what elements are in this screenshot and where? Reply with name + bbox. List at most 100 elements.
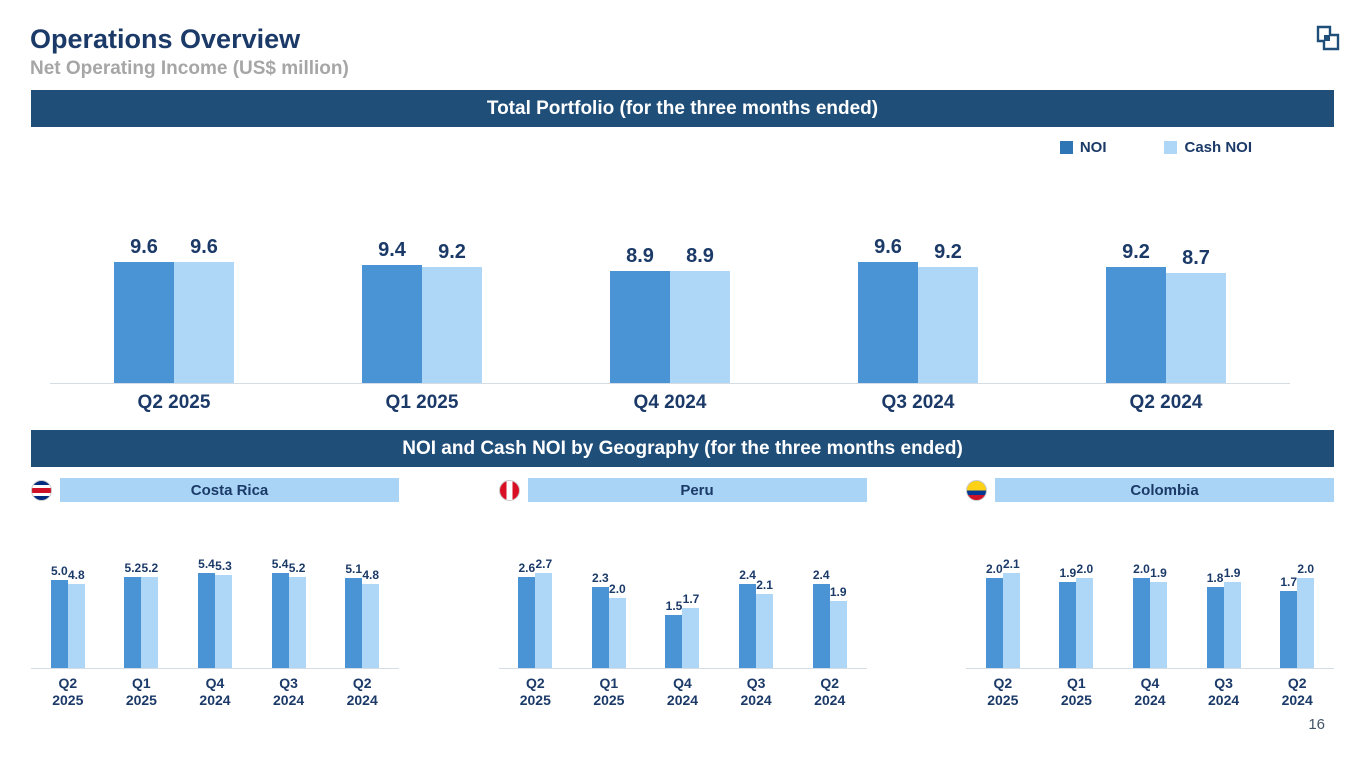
category-label: Q4 2024 bbox=[666, 675, 699, 709]
costa-rica-chart: 5.0 4.8 Q2 2025 5.2 5.2 Q1 2025 5.4 5.3 Q4 2024 5.4 5… bbox=[31, 538, 399, 714]
bar-value-label: 8.9 bbox=[626, 245, 654, 267]
bar-pair: 2.3 2.0 bbox=[591, 538, 626, 668]
cash-noi-bar-wrap: 1.9 bbox=[1223, 538, 1241, 668]
cash-noi-bar bbox=[535, 573, 553, 668]
cash-noi-bar bbox=[1076, 578, 1094, 668]
noi-bar-wrap: 2.0 bbox=[985, 538, 1003, 668]
cash-noi-bar-wrap: 1.9 bbox=[1149, 538, 1167, 668]
cash-noi-bar-wrap: 9.6 bbox=[174, 233, 234, 383]
cash-noi-bar bbox=[141, 577, 159, 668]
page-number: 16 bbox=[1308, 716, 1325, 733]
cash-noi-bar bbox=[362, 584, 380, 668]
bar-value-label: 5.4 bbox=[271, 557, 289, 571]
geo-section-peru: Peru 2.6 2.7 Q2 2025 2.3 2.0 Q1 2025 1.5 1.7 Q4 202… bbox=[498, 478, 867, 714]
geo-title-peru: Peru bbox=[527, 478, 867, 502]
bar-pair: 1.9 2.0 bbox=[1059, 538, 1094, 668]
noi-bar bbox=[985, 578, 1003, 668]
noi-bar bbox=[1206, 587, 1224, 668]
bar-group: 5.0 4.8 Q2 2025 bbox=[50, 538, 85, 714]
bar-value-label: 5.3 bbox=[215, 559, 232, 573]
category-label: Q2 2025 bbox=[987, 675, 1019, 709]
cash-noi-bar-wrap: 4.8 bbox=[67, 538, 85, 668]
bar-value-label: 9.4 bbox=[378, 239, 406, 261]
bar-group: 2.4 2.1 Q3 2024 bbox=[739, 538, 774, 714]
cash-noi-bar bbox=[608, 598, 626, 668]
category-label: Q2 2025 bbox=[52, 675, 84, 709]
cash-noi-bar-wrap: 8.7 bbox=[1166, 233, 1226, 383]
bar-value-label: 8.7 bbox=[1182, 247, 1210, 269]
geo-section-costa-rica: Costa Rica 5.0 4.8 Q2 2025 5.2 5.2 Q1 2025 5.4 5.… bbox=[31, 478, 399, 714]
bar-pair: 2.6 2.7 bbox=[518, 538, 553, 668]
noi-bar-wrap: 2.3 bbox=[591, 538, 609, 668]
bar-value-label: 5.2 bbox=[124, 561, 142, 575]
bar-value-label: 4.8 bbox=[67, 568, 85, 582]
category-label: Q3 2024 bbox=[273, 675, 305, 709]
geography-section: Costa Rica 5.0 4.8 Q2 2025 5.2 5.2 Q1 2025 5.4 5.… bbox=[31, 478, 1334, 714]
geo-title-costa-rica: Costa Rica bbox=[60, 478, 399, 502]
category-label: Q3 2024 bbox=[881, 392, 955, 413]
noi-bar bbox=[812, 584, 830, 668]
cash-noi-bar-wrap: 4.8 bbox=[362, 538, 380, 668]
bar-pair: 2.0 1.9 bbox=[1132, 538, 1167, 668]
bar-value-label: 2.1 bbox=[756, 578, 773, 592]
total-portfolio-chart: 9.6 9.6 Q2 2025 9.4 9.2 Q1 2025 8.9 8.9 Q4 2024 9… bbox=[50, 233, 1290, 419]
cash-noi-bar bbox=[1166, 273, 1226, 383]
bar-value-label: 1.9 bbox=[1150, 566, 1167, 580]
bar-group: 2.6 2.7 Q2 2025 bbox=[518, 538, 553, 714]
bar-group: 1.9 2.0 Q1 2025 bbox=[1059, 538, 1094, 714]
geo-title-colombia: Colombia bbox=[995, 478, 1334, 502]
bar-value-label: 2.7 bbox=[535, 557, 553, 571]
bar-pair: 5.4 5.3 bbox=[197, 538, 232, 668]
noi-bar bbox=[739, 584, 757, 668]
company-logo-icon bbox=[1313, 24, 1341, 52]
noi-bar-wrap: 2.6 bbox=[518, 538, 536, 668]
bar-pair: 1.5 1.7 bbox=[665, 538, 700, 668]
bar-value-label: 8.9 bbox=[686, 245, 714, 267]
bar-value-label: 1.7 bbox=[1280, 575, 1298, 589]
bar-value-label: 2.0 bbox=[1133, 562, 1150, 576]
bar-group: 9.4 9.2 Q1 2025 bbox=[362, 233, 482, 419]
bar-group: 1.5 1.7 Q4 2024 bbox=[665, 538, 700, 714]
bar-value-label: 9.2 bbox=[438, 241, 466, 263]
geo-header-costa-rica: Costa Rica bbox=[31, 478, 399, 502]
bar-pair: 5.0 4.8 bbox=[50, 538, 85, 668]
category-label: Q2 2025 bbox=[519, 675, 551, 709]
bar-pair: 5.1 4.8 bbox=[345, 538, 380, 668]
noi-bar bbox=[197, 573, 215, 668]
bar-group: 9.2 8.7 Q2 2024 bbox=[1106, 233, 1226, 419]
bar-value-label: 2.0 bbox=[1076, 562, 1094, 576]
noi-bar bbox=[665, 615, 683, 668]
bar-value-label: 9.2 bbox=[1122, 241, 1150, 263]
costa-rica-flag-icon bbox=[31, 479, 52, 501]
noi-bar bbox=[362, 265, 422, 383]
noi-bar bbox=[610, 271, 670, 383]
bar-value-label: 5.4 bbox=[198, 557, 215, 571]
cash-noi-bar-wrap: 2.1 bbox=[1002, 538, 1020, 668]
bar-group: 2.3 2.0 Q1 2025 bbox=[591, 538, 626, 714]
bar-group: 5.4 5.2 Q3 2024 bbox=[271, 538, 306, 714]
cash-noi-bar-wrap: 2.0 bbox=[1076, 538, 1094, 668]
category-label: Q1 2025 bbox=[1060, 675, 1092, 709]
cash-noi-bar bbox=[1223, 582, 1241, 668]
cash-noi-bar bbox=[1149, 582, 1167, 668]
bar-group: 2.0 2.1 Q2 2025 bbox=[985, 538, 1020, 714]
category-label: Q3 2024 bbox=[1208, 675, 1240, 709]
legend-label-noi: NOI bbox=[1079, 139, 1107, 156]
bar-group: 2.0 1.9 Q4 2024 bbox=[1132, 538, 1167, 714]
cash-noi-bar-wrap: 9.2 bbox=[422, 233, 482, 383]
bar-group: 5.4 5.3 Q4 2024 bbox=[197, 538, 232, 714]
noi-bar bbox=[1280, 591, 1298, 668]
bar-value-label: 9.6 bbox=[874, 236, 902, 258]
cash-noi-bar bbox=[670, 271, 730, 383]
bar-value-label: 2.4 bbox=[812, 568, 830, 582]
noi-bar bbox=[50, 580, 68, 668]
noi-bar bbox=[591, 587, 609, 668]
cash-noi-bar-wrap: 2.0 bbox=[608, 538, 626, 668]
bar-value-label: 2.0 bbox=[985, 562, 1003, 576]
noi-bar bbox=[1106, 267, 1166, 383]
bar-value-label: 1.8 bbox=[1206, 571, 1224, 585]
bar-pair: 1.7 2.0 bbox=[1280, 538, 1315, 668]
bar-group: 2.4 1.9 Q2 2024 bbox=[812, 538, 847, 714]
bar-pair: 5.2 5.2 bbox=[124, 538, 159, 668]
noi-bar bbox=[1059, 582, 1077, 668]
